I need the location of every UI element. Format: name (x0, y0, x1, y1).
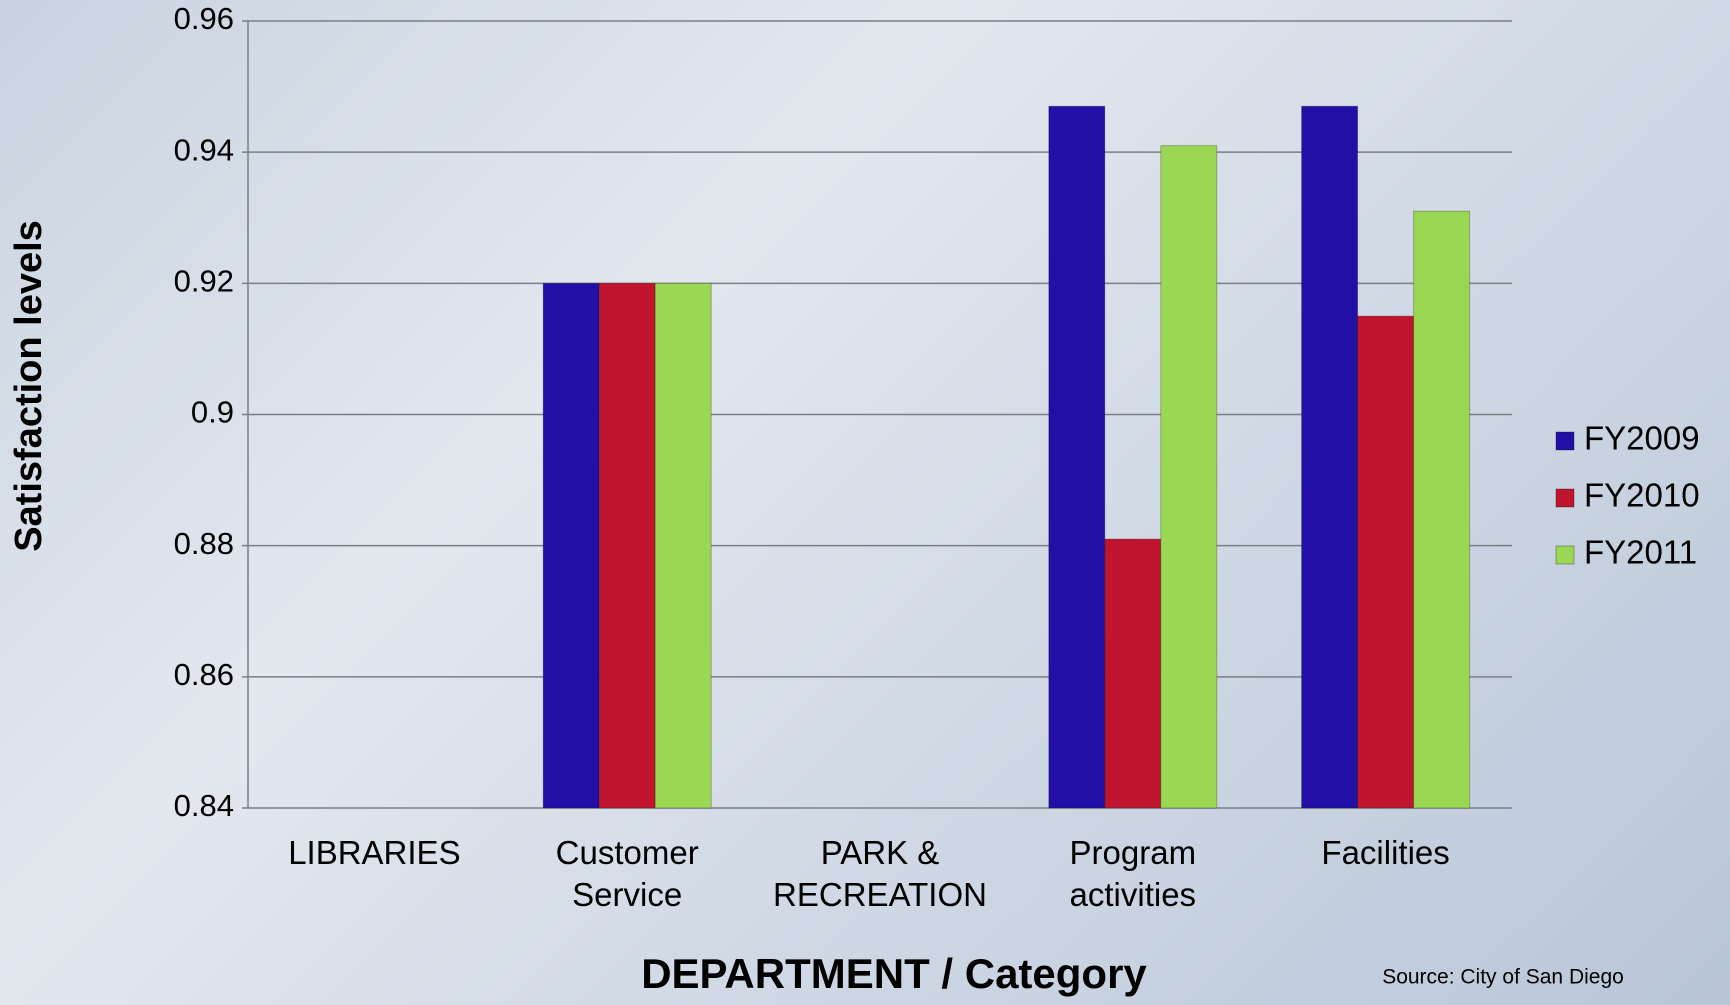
bar (1048, 105, 1106, 809)
legend-label: FY2010 (1584, 477, 1700, 514)
bar (1413, 210, 1471, 809)
legend-swatch (1555, 488, 1575, 508)
y-tick-label: 0.94 (174, 132, 234, 167)
y-axis-title: Satisfaction levels (8, 220, 50, 552)
bar (1301, 105, 1359, 809)
y-tick-label: 0.84 (174, 788, 234, 823)
source-note: Source: City of San Diego (1382, 966, 1624, 989)
y-tick-label: 0.92 (174, 264, 234, 299)
y-tick-label: 0.96 (174, 1, 234, 36)
bar (654, 282, 712, 809)
x-tick-label: Customer Service (555, 834, 699, 913)
x-tick-label: Facilities (1321, 834, 1450, 871)
bar (1160, 145, 1218, 809)
x-tick-label: PARK & RECREATION (773, 834, 987, 913)
legend-label: FY2011 (1584, 534, 1697, 571)
y-tick-label: 0.86 (174, 657, 234, 692)
x-axis-title: DEPARTMENT / Category (641, 950, 1147, 997)
y-tick-label: 0.9 (191, 395, 234, 430)
x-tick-label: Program activities (1069, 834, 1197, 913)
bar (1357, 315, 1415, 809)
x-tick-label: LIBRARIES (288, 834, 461, 871)
legend-label: FY2009 (1584, 420, 1700, 457)
y-tick-label: 0.88 (174, 526, 234, 561)
legend-swatch (1555, 545, 1575, 565)
legend-swatch (1555, 431, 1575, 451)
bar (542, 282, 600, 809)
bar (598, 282, 656, 809)
bar (1104, 538, 1162, 809)
